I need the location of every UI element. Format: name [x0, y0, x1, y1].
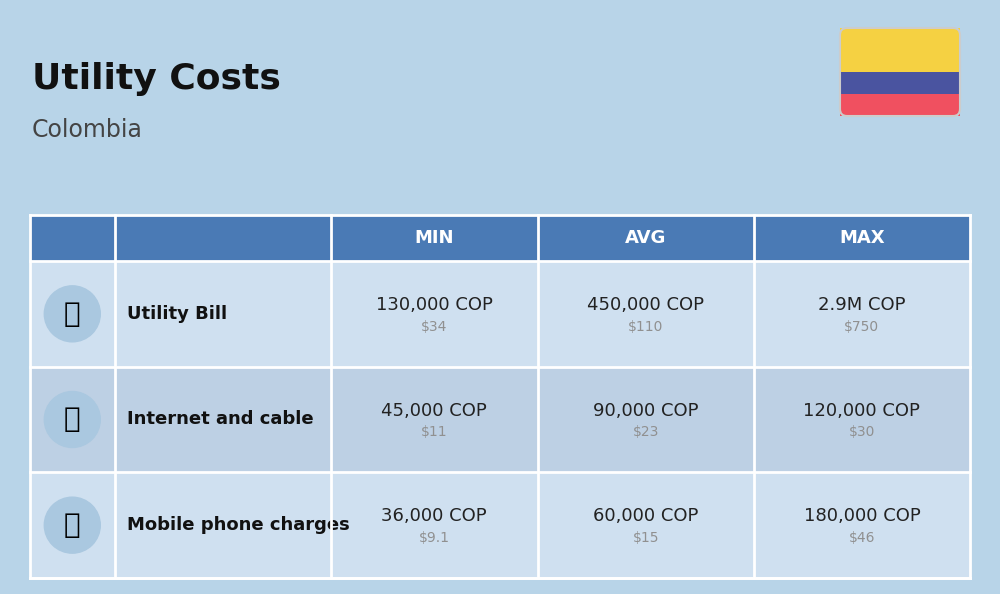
Bar: [840, 28, 960, 72]
Bar: [30, 215, 970, 261]
Circle shape: [44, 497, 100, 553]
Bar: [840, 94, 960, 116]
Text: $750: $750: [844, 320, 879, 334]
Text: 📡: 📡: [64, 406, 81, 434]
Text: 120,000 COP: 120,000 COP: [803, 402, 920, 419]
Bar: [840, 72, 960, 94]
Text: 90,000 COP: 90,000 COP: [593, 402, 698, 419]
Text: $11: $11: [421, 425, 448, 440]
Text: $30: $30: [849, 425, 875, 440]
Text: AVG: AVG: [625, 229, 666, 247]
Text: MIN: MIN: [414, 229, 454, 247]
Text: Utility Bill: Utility Bill: [127, 305, 227, 323]
Text: $110: $110: [628, 320, 663, 334]
Text: 450,000 COP: 450,000 COP: [587, 296, 704, 314]
Text: $23: $23: [633, 425, 659, 440]
Text: $46: $46: [849, 531, 875, 545]
Text: $34: $34: [421, 320, 447, 334]
Text: MAX: MAX: [839, 229, 885, 247]
Text: 📱: 📱: [64, 511, 81, 539]
Text: Colombia: Colombia: [32, 118, 143, 142]
Text: 130,000 COP: 130,000 COP: [376, 296, 493, 314]
Text: 36,000 COP: 36,000 COP: [381, 507, 487, 525]
Circle shape: [44, 286, 100, 342]
Bar: [30, 366, 970, 472]
Text: 45,000 COP: 45,000 COP: [381, 402, 487, 419]
Bar: [30, 472, 970, 578]
Text: Internet and cable: Internet and cable: [127, 410, 313, 428]
Text: 🔌: 🔌: [64, 300, 81, 328]
Text: Utility Costs: Utility Costs: [32, 62, 281, 96]
Text: $15: $15: [632, 531, 659, 545]
Text: 180,000 COP: 180,000 COP: [804, 507, 920, 525]
Text: 60,000 COP: 60,000 COP: [593, 507, 698, 525]
Circle shape: [44, 391, 100, 447]
Text: 2.9M COP: 2.9M COP: [818, 296, 906, 314]
Text: Mobile phone charges: Mobile phone charges: [127, 516, 349, 534]
Text: $9.1: $9.1: [419, 531, 450, 545]
Bar: [30, 261, 970, 366]
